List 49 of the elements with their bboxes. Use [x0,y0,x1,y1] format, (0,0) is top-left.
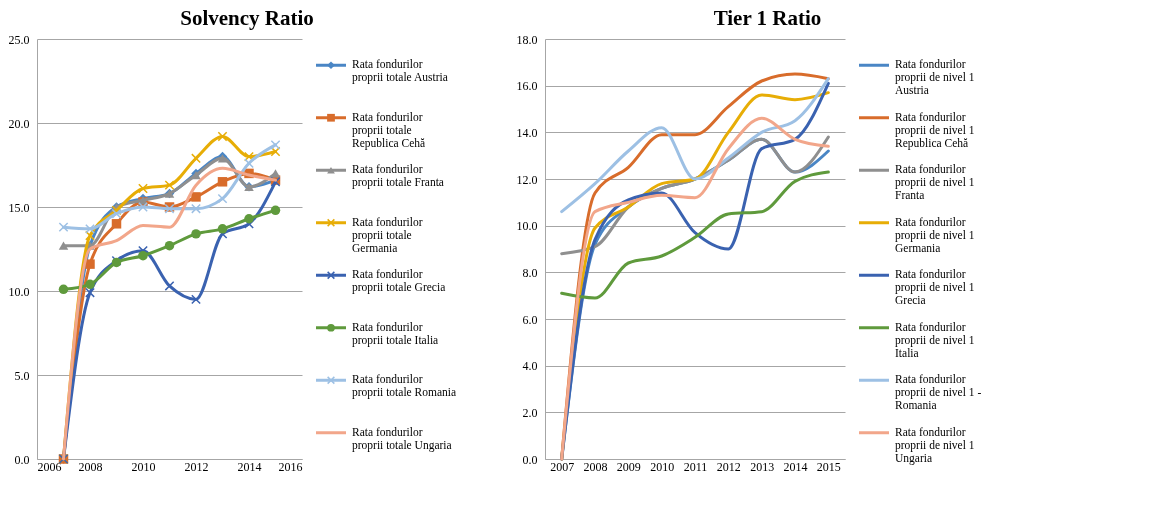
legend-label: Rata fondurilor proprii de nivel 1 Austria [895,58,975,97]
legend-label: Rata fondurilor proprii totale Ungaria [352,425,452,452]
legend-label: Rata fondurilor proprii totale Republica Cehă [352,110,426,150]
legend-label: Rata fondurilor proprii totale Franta [352,163,444,190]
y-tick-label: 18.0 [516,32,538,47]
legend-label: Rata fondurilor proprii totale Grecia [352,268,446,295]
x-tick-label: 2010 [131,459,156,474]
x-tick-label: 2010 [650,459,675,474]
x-tick-label: 2014 [237,459,262,474]
x-tick-label: 2016 [278,459,303,474]
legend-label: Rata fondurilor proprii de nivel 1 - Romania [895,373,982,412]
x-tick-label: 2013 [750,459,775,474]
y-tick-label: 4.0 [522,359,538,374]
legend-label: Rata fondurilor proprii totale Germania [352,215,423,254]
y-tick-label: 16.0 [516,79,538,94]
x-tick-label: 2009 [616,459,641,474]
y-tick-label: 5.0 [14,368,30,383]
y-tick-label: 2.0 [522,405,538,420]
y-tick-label: 0.0 [522,452,538,467]
chart-title: Tier 1 Ratio [713,6,822,30]
x-tick-label: 2006 [37,459,62,474]
y-tick-label: 8.0 [522,265,538,280]
y-tick-label: 10.0 [516,219,538,234]
legend-label: Rata fondurilor proprii de nivel 1 Republica Cehă [895,110,975,150]
legend-label: Rata fondurilor proprii totale Austria [352,58,448,85]
legend-label: Rata fondurilor proprii de nivel 1 Franta [895,163,975,202]
x-tick-label: 2014 [783,459,808,474]
y-tick-label: 15.0 [8,200,30,215]
x-tick-label: 2008 [78,459,103,474]
x-tick-label: 2011 [683,459,708,474]
legend-label: Rata fondurilor proprii de nivel 1 Ungaria [895,425,975,465]
y-tick-label: 10.0 [8,284,30,299]
chart-title: Solvency Ratio [180,6,314,30]
legend-label: Rata fondurilor proprii de nivel 1 Germania [895,215,975,254]
y-tick-label: 14.0 [516,125,538,140]
y-tick-label: 25.0 [8,32,30,47]
y-tick-label: 0.0 [14,452,30,467]
y-tick-label: 20.0 [8,116,30,131]
y-tick-label: 6.0 [522,312,538,327]
y-tick-label: 12.0 [516,172,538,187]
x-tick-label: 2012 [184,459,209,474]
legend-label: Rata fondurilor proprii totale Romania [352,373,457,400]
x-tick-label: 2007 [550,459,575,474]
legend-label: Rata fondurilor proprii de nivel 1 Grecia [895,268,975,307]
legend-label: Rata fondurilor proprii totale Italia [352,320,439,347]
x-tick-label: 2015 [816,459,841,474]
x-tick-label: 2008 [583,459,608,474]
legend-label: Rata fondurilor proprii de nivel 1 Italia [895,320,975,359]
x-tick-label: 2012 [716,459,741,474]
